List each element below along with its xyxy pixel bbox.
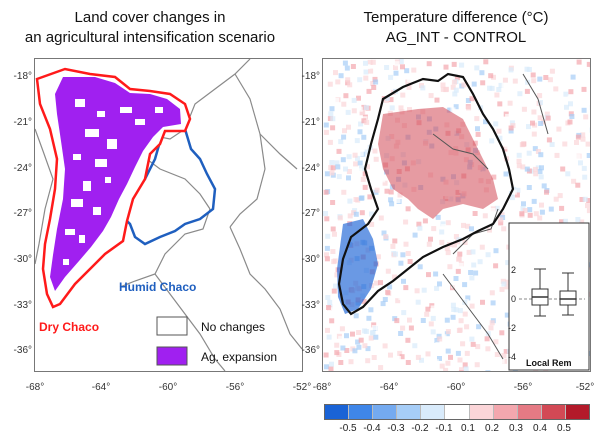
lon-tick-right-1: -64° bbox=[379, 382, 399, 393]
legend-label-ag-expansion: Ag. expansion bbox=[201, 350, 277, 364]
lon-tick-right-0: -68° bbox=[312, 382, 332, 393]
colorbar-swatch bbox=[445, 405, 470, 419]
lon-tick-left-4: -52° bbox=[292, 382, 312, 393]
inset-tick-0: 0 bbox=[511, 294, 516, 304]
right-title-line-2: AG_INT - CONTROL bbox=[385, 29, 527, 46]
lat-tick-right-6: -36° bbox=[301, 345, 320, 356]
right-title-line-1: Temperature difference (°C) bbox=[363, 9, 549, 26]
lon-tick-left-1: -64° bbox=[91, 382, 111, 393]
lat-tick-right-2: -24° bbox=[301, 163, 320, 174]
cooling-region bbox=[337, 219, 378, 314]
colorbar-label: -0.5 bbox=[339, 423, 357, 434]
colorbar-swatch bbox=[469, 405, 494, 419]
temperature-map-svg: 2 0 -2 -4 Local Rem bbox=[323, 59, 590, 371]
lon-tick-left-0: -68° bbox=[25, 382, 45, 393]
lat-tick-left-6: -36° bbox=[13, 345, 32, 356]
colorbar-swatch bbox=[349, 405, 374, 419]
colorbar-swatch bbox=[373, 405, 398, 419]
colorbar-label: -0.1 bbox=[435, 423, 453, 434]
colorbar-swatch bbox=[325, 405, 350, 419]
lat-tick-right-0: -18° bbox=[301, 71, 320, 82]
humid-chaco-label: Humid Chaco bbox=[119, 280, 196, 294]
lat-tick-right-4: -30° bbox=[301, 254, 320, 265]
temperature-difference-map: 2 0 -2 -4 Local Rem bbox=[322, 58, 591, 372]
colorbar-label: -0.2 bbox=[411, 423, 429, 434]
left-title-line-2: an agricultural intensification scenario bbox=[24, 29, 276, 46]
colorbar-swatch bbox=[565, 405, 590, 419]
lon-tick-right-2: -60° bbox=[446, 382, 466, 393]
colorbar-label: 0.1 bbox=[461, 423, 475, 434]
colorbar-swatch bbox=[493, 405, 518, 419]
lat-tick-left-1: -21° bbox=[13, 117, 32, 128]
colorbar-label: 0.4 bbox=[533, 423, 547, 434]
colorbar-swatch bbox=[397, 405, 422, 419]
lat-tick-left-4: -30° bbox=[13, 254, 32, 265]
colorbar-label: 0.5 bbox=[557, 423, 571, 434]
colorbar-label: 0.2 bbox=[485, 423, 499, 434]
map-legend: No changes Ag. expansion bbox=[156, 316, 277, 366]
colorbar-swatch bbox=[541, 405, 566, 419]
lon-tick-left-3: -56° bbox=[225, 382, 245, 393]
no-change-speckles bbox=[63, 99, 163, 265]
lat-tick-right-5: -33° bbox=[301, 300, 320, 311]
right-panel-title: Temperature difference (°C) AG_INT - CON… bbox=[312, 8, 600, 48]
legend-swatch-ag-expansion bbox=[156, 346, 188, 366]
lat-tick-left-2: -24° bbox=[13, 163, 32, 174]
inset-tick-minus-4: -4 bbox=[508, 352, 516, 362]
colorbar-swatch bbox=[421, 405, 446, 419]
colorbar-label: 0.3 bbox=[509, 423, 523, 434]
temperature-colorbar bbox=[324, 404, 590, 420]
legend-swatch-no-changes bbox=[156, 316, 188, 336]
land-cover-map-svg: Humid Chaco Dry Chaco No changes Ag. exp… bbox=[35, 59, 302, 371]
colorbar-label: -0.3 bbox=[387, 423, 405, 434]
land-cover-map: Humid Chaco Dry Chaco No changes Ag. exp… bbox=[34, 58, 303, 372]
inset-boxplot: 2 0 -2 -4 Local Rem bbox=[508, 222, 590, 371]
lat-tick-right-1: -21° bbox=[301, 117, 320, 128]
chaco-region-outline bbox=[337, 72, 515, 316]
lat-tick-left-3: -27° bbox=[13, 208, 32, 219]
lon-tick-left-2: -60° bbox=[158, 382, 178, 393]
lon-tick-right-4: -52° bbox=[575, 382, 595, 393]
lat-tick-left-5: -33° bbox=[13, 300, 32, 311]
dry-chaco-label: Dry Chaco bbox=[39, 320, 99, 334]
left-panel-title: Land cover changes in an agricultural in… bbox=[0, 8, 300, 48]
inset-tick-2: 2 bbox=[511, 265, 516, 275]
lon-tick-right-3: -56° bbox=[513, 382, 533, 393]
legend-label-no-changes: No changes bbox=[201, 320, 265, 334]
warming-region bbox=[378, 107, 498, 219]
lat-tick-right-3: -27° bbox=[301, 208, 320, 219]
colorbar-swatch bbox=[517, 405, 542, 419]
colorbar-label: -0.4 bbox=[363, 423, 381, 434]
inset-tick-minus-2: -2 bbox=[508, 323, 516, 333]
inset-label: Local Rem bbox=[526, 358, 572, 368]
lat-tick-left-0: -18° bbox=[13, 71, 32, 82]
left-title-line-1: Land cover changes in bbox=[74, 9, 226, 26]
